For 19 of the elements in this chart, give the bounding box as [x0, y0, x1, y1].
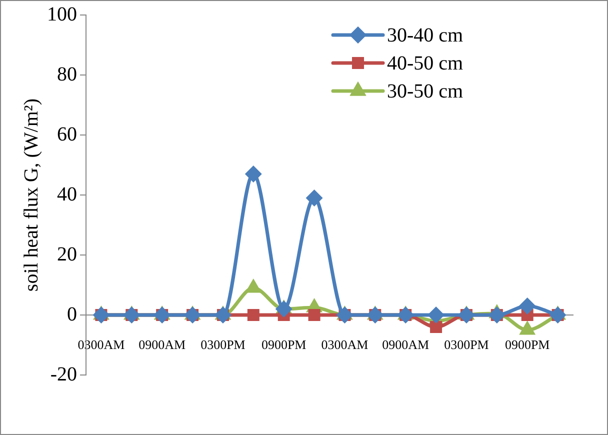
y-tick-label: 60	[57, 123, 77, 146]
x-tick-label: 0300AM	[321, 337, 369, 352]
y-tick-label: 80	[57, 63, 77, 86]
x-tick-label: 0900AM	[382, 337, 430, 352]
x-tick-label: 0900AM	[138, 337, 186, 352]
y-tick-label: 100	[47, 3, 77, 26]
y-tick-label: 40	[57, 183, 77, 206]
x-tick-label: 0300AM	[78, 337, 126, 352]
y-tick-label: -20	[50, 363, 77, 386]
x-tick-label: 0300PM	[444, 337, 490, 352]
y-tick-label: 0	[67, 303, 77, 326]
legend-label: 30-50 cm	[387, 80, 464, 102]
x-tick-label: 0900PM	[504, 337, 550, 352]
legend-label: 40-50 cm	[387, 52, 464, 74]
legend-label: 30-40 cm	[387, 24, 464, 46]
x-tick-label: 0300PM	[200, 337, 246, 352]
y-tick-label: 20	[57, 243, 77, 266]
x-tick-label: 0900PM	[261, 337, 307, 352]
y-axis-title: soil heat flux G, (W/m²)	[20, 98, 42, 292]
